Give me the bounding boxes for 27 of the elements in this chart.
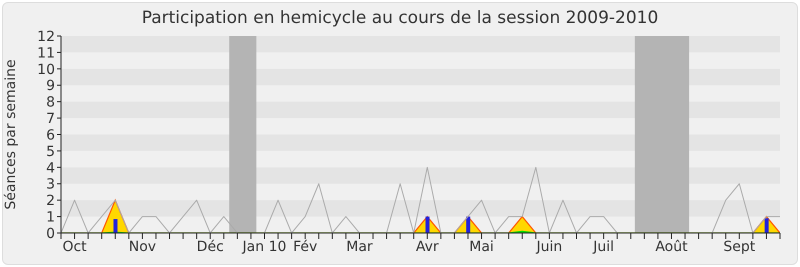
x-tick-label: Jan 10 — [242, 238, 286, 255]
y-tick-label: 10 — [37, 62, 55, 78]
y-tick-label: 1 — [46, 210, 55, 226]
chart-title: Participation en hemicycle au cours de la session 2009-2010 — [140, 8, 660, 28]
y-tick-label: 5 — [46, 144, 55, 160]
y-axis-title: Séances par semaine — [2, 59, 19, 210]
y-tick-label: 11 — [37, 45, 55, 62]
x-tick-label: Nov — [128, 238, 156, 255]
y-tick-label: 12 — [37, 28, 55, 45]
x-tick-label: Avr — [416, 238, 439, 255]
x-tick-label: Sept — [723, 238, 756, 255]
x-tick-label: Août — [655, 238, 688, 255]
y-tick-label: 9 — [46, 78, 55, 94]
y-tick-label: 8 — [46, 94, 55, 111]
x-tick-label: Mai — [469, 238, 494, 255]
x-tick-label: Mar — [346, 238, 373, 255]
x-tick-label: Juil — [592, 238, 614, 255]
y-tick-label: 6 — [46, 127, 56, 144]
y-tick-label: 2 — [46, 193, 55, 210]
x-tick-label: Juin — [535, 238, 562, 255]
y-tick-label: 0 — [46, 226, 55, 242]
y-tick-label: 7 — [46, 111, 55, 128]
x-tick-label: Oct — [62, 238, 88, 255]
x-tick-label: Fév — [293, 238, 318, 255]
x-tick-label: Déc — [196, 238, 224, 255]
y-tick-label: 3 — [46, 176, 55, 193]
y-tick-label: 4 — [46, 160, 56, 176]
